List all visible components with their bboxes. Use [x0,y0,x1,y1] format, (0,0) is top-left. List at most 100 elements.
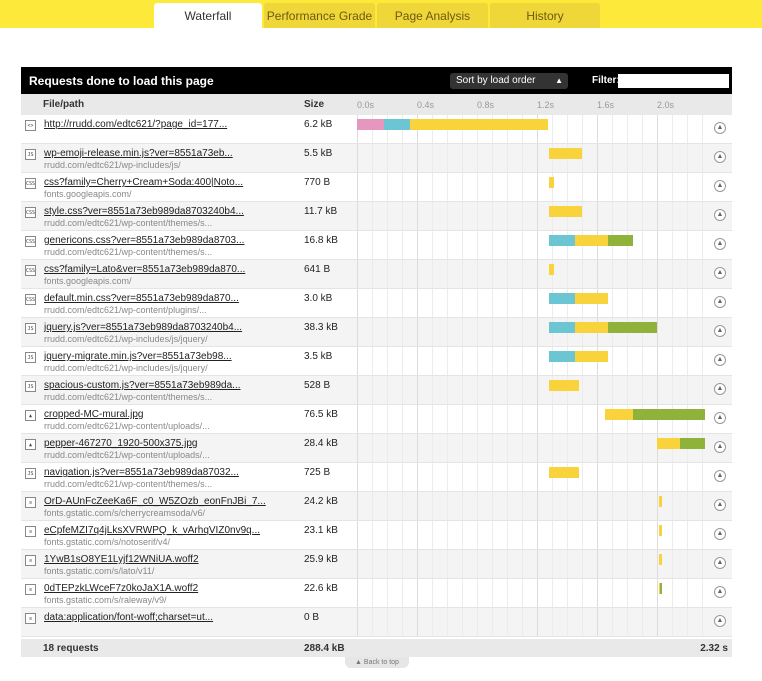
tab-page-analysis[interactable]: Page Analysis [377,3,488,28]
request-row[interactable]: ▲ cropped-MC-mural.jpg rrudd.com/edtc621/w… [21,405,732,434]
request-path: rrudd.com/edtc621/wp-content/themes/s... [44,218,213,228]
request-row[interactable]: JS jquery.js?ver=8551a73eb989da8703240b4.… [21,318,732,347]
grid-line [372,260,373,288]
grid-line [672,202,673,230]
grid-line [537,318,538,346]
request-url-link[interactable]: 0dTEPzkLWceF7z0koJaX1A.woff2 [44,583,199,594]
grid-line [612,550,613,578]
grid-line [432,347,433,375]
request-url-link[interactable]: default.min.css?ver=8551a73eb989da870... [44,293,239,304]
request-row[interactable]: JS navigation.js?ver=8551a73eb989da87032.… [21,463,732,492]
grid-line [492,231,493,259]
expand-row-icon[interactable]: ▲ [714,209,726,221]
grid-line [357,434,358,462]
grid-line [657,173,658,201]
img-file-icon: ▲ [25,439,36,450]
grid-line [522,173,523,201]
grid-line [447,231,448,259]
grid-line [357,608,358,636]
js-file-icon: JS [25,323,36,334]
grid-line [687,579,688,607]
expand-row-icon[interactable]: ▲ [714,296,726,308]
back-to-top-link[interactable]: ▲ Back to top [345,657,409,668]
expand-row-icon[interactable]: ▲ [714,354,726,366]
grid-line [702,579,703,607]
request-row[interactable]: CSS genericons.css?ver=8551a73eb989da8703… [21,231,732,260]
request-row[interactable]: JS wp-emoji-release.min.js?ver=8551a73eb.… [21,144,732,173]
request-row[interactable]: ≡ data:application/font-woff;charset=ut..… [21,608,732,637]
request-url-link[interactable]: css?family=Lato&ver=8551a73eb989da870... [44,264,246,275]
request-url-link[interactable]: navigation.js?ver=8551a73eb989da87032... [44,467,239,478]
expand-row-icon[interactable]: ▲ [714,151,726,163]
request-row[interactable]: ≡ eCpfeMZI7q4jLksXVRWPQ_k_vArhqVIZ0nv9q..… [21,521,732,550]
grid-line [357,492,358,520]
request-url-link[interactable]: data:application/font-woff;charset=ut... [44,612,214,623]
grid-line [447,521,448,549]
expand-row-icon[interactable]: ▲ [714,180,726,192]
grid-line [492,173,493,201]
sort-select[interactable]: Sort by load order ▲ [450,73,568,89]
grid-line [522,434,523,462]
grid-line [567,173,568,201]
request-url-link[interactable]: spacious-custom.js?ver=8551a73eb989da... [44,380,241,391]
expand-row-icon[interactable]: ▲ [714,470,726,482]
request-row[interactable]: ▲ pepper-467270_1920-500x375.jpg rrudd.com… [21,434,732,463]
grid-line [372,579,373,607]
request-url-link[interactable]: cropped-MC-mural.jpg [44,409,144,420]
request-row[interactable]: CSS style.css?ver=8551a73eb989da8703240b4… [21,202,732,231]
expand-row-icon[interactable]: ▲ [714,586,726,598]
request-url-link[interactable]: eCpfeMZI7q4jLksXVRWPQ_k_vArhqVIZ0nv9q... [44,525,261,536]
request-path: fonts.gstatic.com/s/raleway/v9/ [44,595,167,605]
request-row[interactable]: CSS default.min.css?ver=8551a73eb989da870… [21,289,732,318]
grid-line [657,202,658,230]
request-url-link[interactable]: http://rrudd.com/edtc621/?page_id=177... [44,119,228,130]
request-url-link[interactable]: genericons.css?ver=8551a73eb989da8703... [44,235,245,246]
grid-line [507,260,508,288]
grid-line [597,608,598,636]
expand-row-icon[interactable]: ▲ [714,122,726,134]
expand-row-icon[interactable]: ▲ [714,383,726,395]
request-url-link[interactable]: pepper-467270_1920-500x375.jpg [44,438,198,449]
grid-line [642,115,643,143]
tab-history[interactable]: History [490,3,600,28]
tab-waterfall[interactable]: Waterfall [154,3,262,28]
expand-row-icon[interactable]: ▲ [714,267,726,279]
request-url-link[interactable]: style.css?ver=8551a73eb989da8703240b4... [44,206,244,217]
request-row[interactable]: ≡ 0dTEPzkLWceF7z0koJaX1A.woff2 fonts.gstat… [21,579,732,608]
request-path: rrudd.com/edtc621/wp-includes/js/jquery/ [44,334,208,344]
grid-line [687,521,688,549]
request-url-link[interactable]: jquery-migrate.min.js?ver=8551a73eb98... [44,351,232,362]
request-row[interactable]: <> http://rrudd.com/edtc621/?page_id=177.… [21,115,732,144]
request-url-link[interactable]: wp-emoji-release.min.js?ver=8551a73eb... [44,148,233,159]
expand-row-icon[interactable]: ▲ [714,441,726,453]
grid-line [597,115,598,143]
expand-row-icon[interactable]: ▲ [714,528,726,540]
request-row[interactable]: CSS css?family=Cherry+Cream+Soda:400|Noto… [21,173,732,202]
expand-row-icon[interactable]: ▲ [714,412,726,424]
request-url-link[interactable]: OrD-AUnFcZeeKa6F_c0_W5ZOzb_eonFnJBi_7... [44,496,266,507]
tab-performance-grade[interactable]: Performance Grade [264,3,375,28]
grid-line [357,144,358,172]
timeline-tick-label: 1.2s [537,100,555,110]
grid-line [477,463,478,491]
grid-line [702,608,703,636]
expand-row-icon[interactable]: ▲ [714,499,726,511]
request-row[interactable]: JS spacious-custom.js?ver=8551a73eb989da.… [21,376,732,405]
expand-row-icon[interactable]: ▲ [714,557,726,569]
grid-line [462,608,463,636]
grid-line [492,202,493,230]
request-row[interactable]: JS jquery-migrate.min.js?ver=8551a73eb98.… [21,347,732,376]
timing-bar-receive [660,583,662,594]
expand-row-icon[interactable]: ▲ [714,615,726,627]
request-url-link[interactable]: jquery.js?ver=8551a73eb989da8703240b4... [44,322,243,333]
request-row[interactable]: CSS css?family=Lato&ver=8551a73eb989da870… [21,260,732,289]
grid-line [702,260,703,288]
expand-row-icon[interactable]: ▲ [714,325,726,337]
request-url-link[interactable]: css?family=Cherry+Cream+Soda:400|Noto... [44,177,244,188]
request-row[interactable]: ≡ 1YwB1sO8YE1Lyjf12WNiUA.woff2 fonts.gstat… [21,550,732,579]
request-row[interactable]: ≡ OrD-AUnFcZeeKa6F_c0_W5ZOzb_eonFnJBi_7..… [21,492,732,521]
filter-input[interactable] [618,74,729,88]
request-url-link[interactable]: 1YwB1sO8YE1Lyjf12WNiUA.woff2 [44,554,199,565]
expand-row-icon[interactable]: ▲ [714,238,726,250]
timing-bar-dns [549,293,575,304]
